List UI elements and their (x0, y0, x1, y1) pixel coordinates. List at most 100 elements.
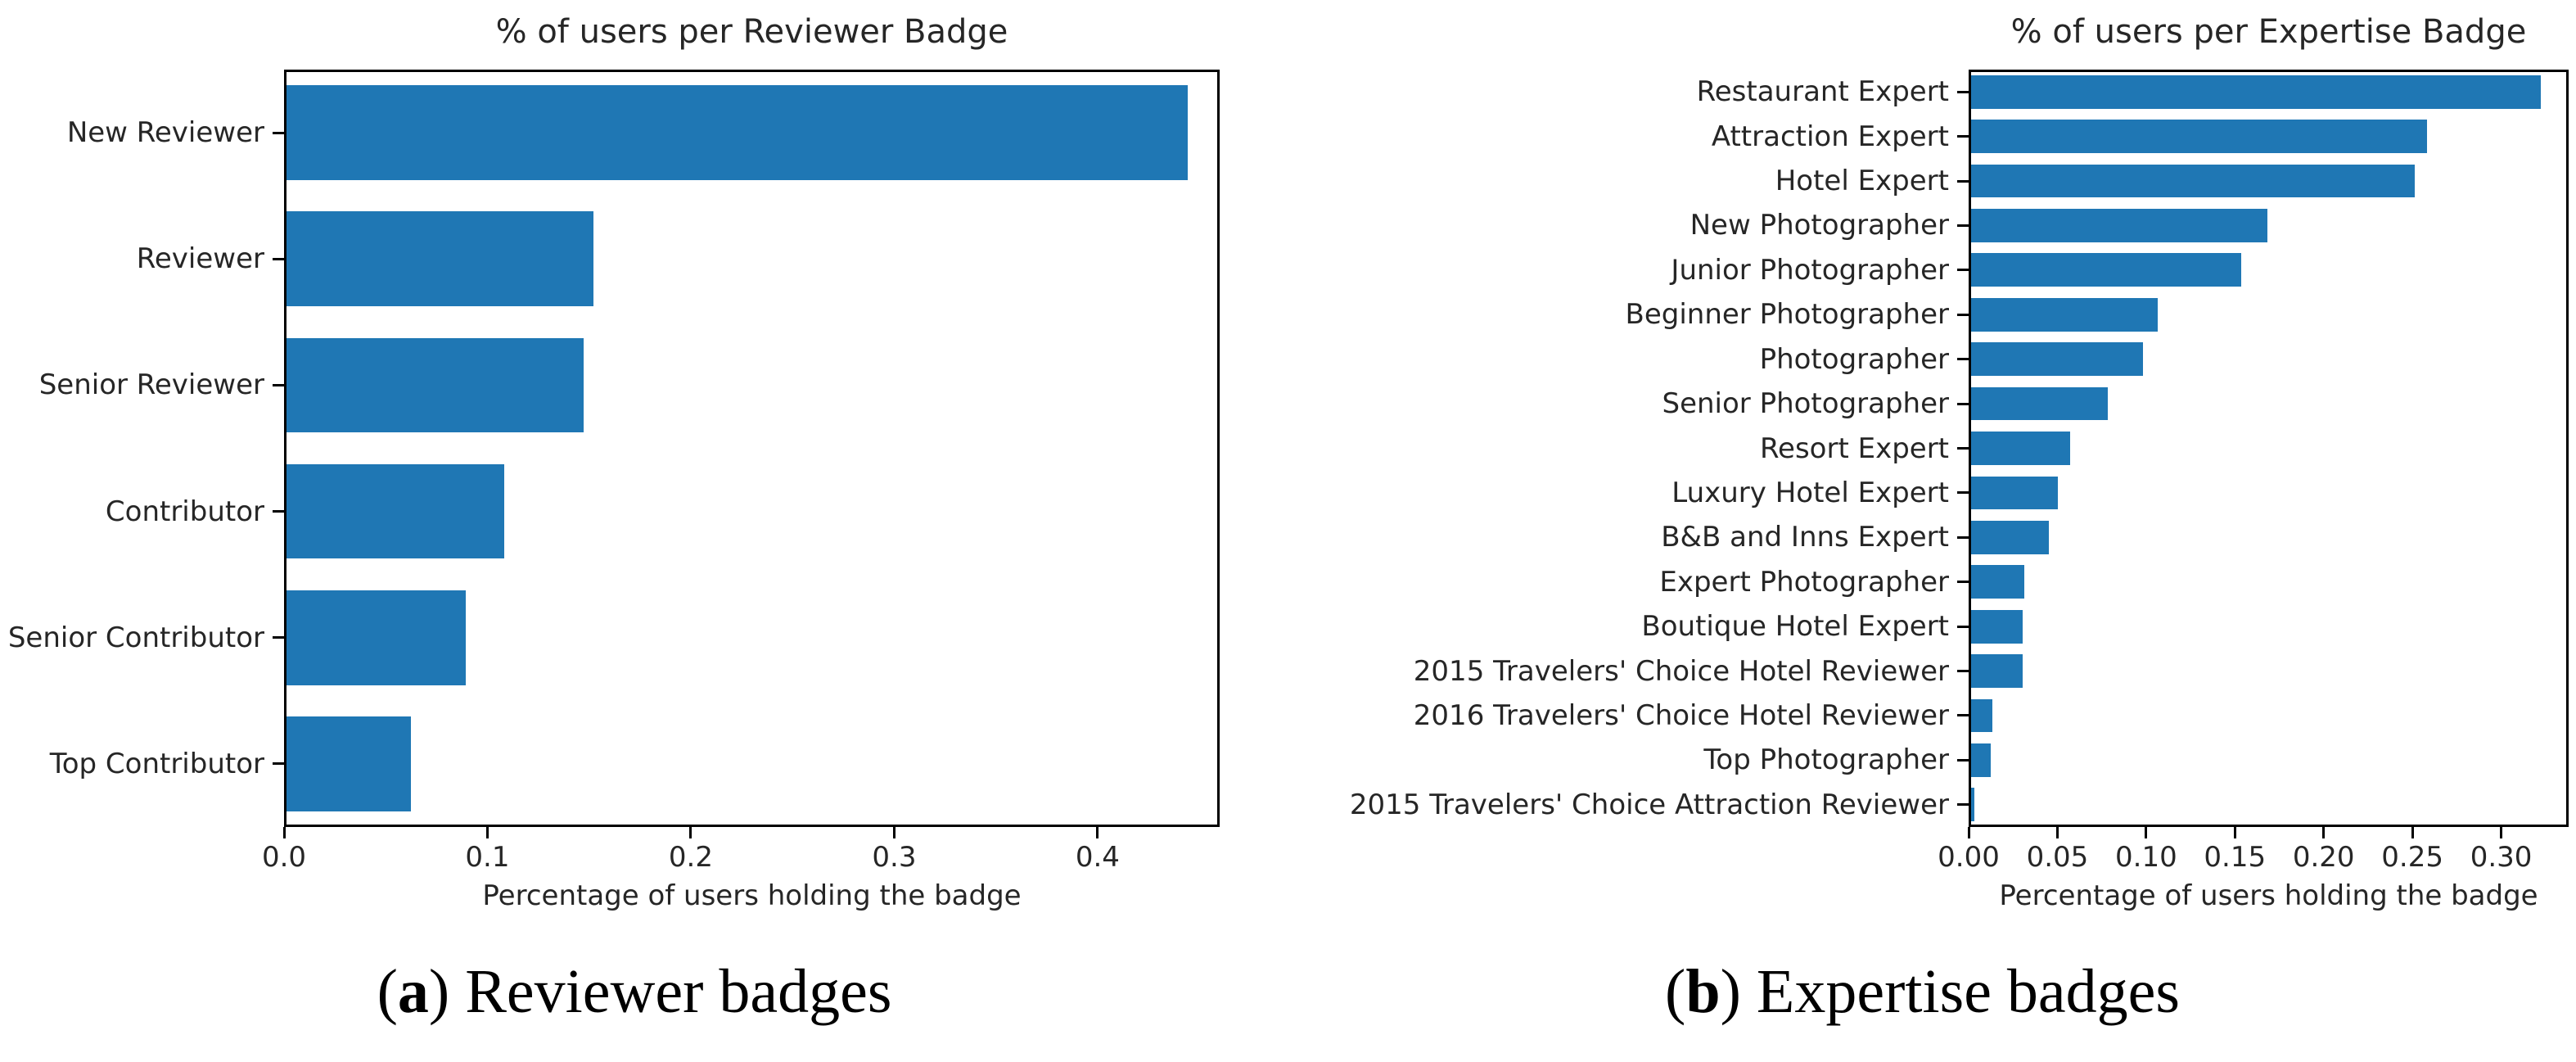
x-tick-label: 0.0 (261, 841, 307, 874)
y-category-label: Luxury Hotel Expert (1671, 476, 1949, 509)
y-tick-mark (1957, 625, 1969, 628)
x-tick-mark (2233, 827, 2236, 838)
x-tick-label: 0.25 (2381, 841, 2443, 874)
x-tick-label: 0.15 (2204, 841, 2267, 874)
y-tick-mark (1957, 491, 1969, 495)
y-category-label: 2016 Travelers' Choice Hotel Reviewer (1413, 698, 1949, 732)
x-tick-mark (2322, 827, 2326, 838)
x-tick-label: 0.1 (465, 841, 510, 874)
x-tick-label: 0.10 (2115, 841, 2177, 874)
x-tick-mark (2500, 827, 2503, 838)
y-category-label: Senior Photographer (1662, 387, 1950, 421)
chart-panel-reviewer-badges: % of users per Reviewer Badge Percentage… (0, 0, 1269, 1062)
y-tick-mark (1957, 402, 1969, 405)
bar (286, 716, 411, 811)
y-tick-mark (1957, 670, 1969, 673)
figure-caption: (a) Reviewer badges (0, 956, 1269, 1028)
chart-title: % of users per Expertise Badge (2010, 13, 2527, 51)
y-tick-mark (273, 636, 284, 639)
y-category-label: Top Photographer (1703, 743, 1949, 777)
bar (1971, 164, 2416, 198)
bar (1971, 565, 2025, 599)
y-tick-mark (1957, 758, 1969, 761)
bar (286, 85, 1188, 180)
y-tick-mark (273, 510, 284, 513)
y-category-label: Hotel Expert (1775, 165, 1949, 198)
y-category-label: Beginner Photographer (1625, 298, 1949, 332)
bar (286, 463, 504, 559)
caption-paren-close: ) (428, 957, 450, 1026)
y-category-label: Reviewer (136, 242, 264, 276)
bar (1971, 476, 2059, 510)
y-category-label: Expert Photographer (1659, 565, 1949, 599)
x-tick-mark (2145, 827, 2148, 838)
x-tick-label: 0.05 (2026, 841, 2089, 874)
y-category-label: Boutique Hotel Expert (1641, 610, 1949, 644)
y-category-label: Top Contributor (49, 747, 264, 780)
y-category-label: Resort Expert (1759, 432, 1949, 465)
bar (1971, 386, 2108, 421)
bar (1971, 342, 2144, 377)
bar (1971, 520, 2050, 554)
caption-paren-open: ( (1665, 957, 1686, 1026)
bar (1971, 743, 1991, 777)
y-tick-mark (1957, 269, 1969, 272)
x-tick-mark (892, 827, 896, 838)
caption-text: Expertise badges (1740, 957, 2180, 1026)
x-tick-label: 0.20 (2292, 841, 2355, 874)
y-tick-mark (273, 383, 284, 386)
y-tick-mark (273, 762, 284, 766)
y-tick-mark (273, 131, 284, 134)
x-tick-label: 0.3 (872, 841, 917, 874)
y-tick-mark (273, 257, 284, 260)
y-category-label: Attraction Expert (1711, 120, 1949, 153)
x-tick-mark (1096, 827, 1099, 838)
bar (286, 590, 466, 685)
y-tick-mark (1957, 135, 1969, 138)
bar (1971, 788, 1975, 822)
plot-area (1969, 70, 2569, 827)
x-tick-mark (2411, 827, 2414, 838)
y-tick-mark (1957, 90, 1969, 93)
x-tick-mark (689, 827, 692, 838)
y-tick-mark (1957, 224, 1969, 227)
y-category-label: Junior Photographer (1671, 253, 1949, 287)
x-tick-label: 0.4 (1075, 841, 1120, 874)
bar (1971, 75, 2542, 109)
x-tick-mark (1967, 827, 1970, 838)
y-category-label: Restaurant Expert (1696, 75, 1949, 109)
y-category-label: Photographer (1759, 342, 1949, 376)
y-category-label: B&B and Inns Expert (1661, 521, 1949, 554)
bar (1971, 253, 2241, 287)
bar (1971, 209, 2268, 242)
bar (286, 337, 584, 433)
x-tick-mark (282, 827, 286, 838)
y-tick-mark (1957, 447, 1969, 450)
bar (1971, 120, 2428, 153)
x-tick-label: 0.00 (1938, 841, 2000, 874)
chart-panel-expertise-badges: % of users per Expertise Badge Percentag… (1269, 0, 2576, 1062)
plot-area (284, 70, 1220, 827)
y-tick-mark (1957, 358, 1969, 361)
chart-title: % of users per Reviewer Badge (495, 13, 1008, 51)
y-tick-mark (1957, 313, 1969, 316)
bar (1971, 698, 1993, 733)
caption-paren-close: ) (1720, 957, 1741, 1026)
y-category-label: Senior Contributor (7, 621, 264, 654)
bar (1971, 654, 2023, 688)
bar (286, 211, 594, 307)
x-tick-label: 0.2 (668, 841, 713, 874)
x-axis-label: Percentage of users holding the badge (1999, 879, 2538, 912)
y-tick-mark (1957, 803, 1969, 807)
y-category-label: Senior Reviewer (38, 368, 264, 402)
y-category-label: 2015 Travelers' Choice Attraction Review… (1349, 788, 1949, 821)
y-category-label: New Photographer (1690, 209, 1949, 242)
y-category-label: Contributor (105, 495, 264, 528)
y-tick-mark (1957, 581, 1969, 584)
caption-letter: b (1685, 957, 1721, 1026)
y-category-label: New Reviewer (66, 116, 264, 150)
figure-caption: (b) Expertise badges (1269, 956, 2576, 1028)
y-tick-mark (1957, 536, 1969, 539)
bar (1971, 297, 2158, 332)
